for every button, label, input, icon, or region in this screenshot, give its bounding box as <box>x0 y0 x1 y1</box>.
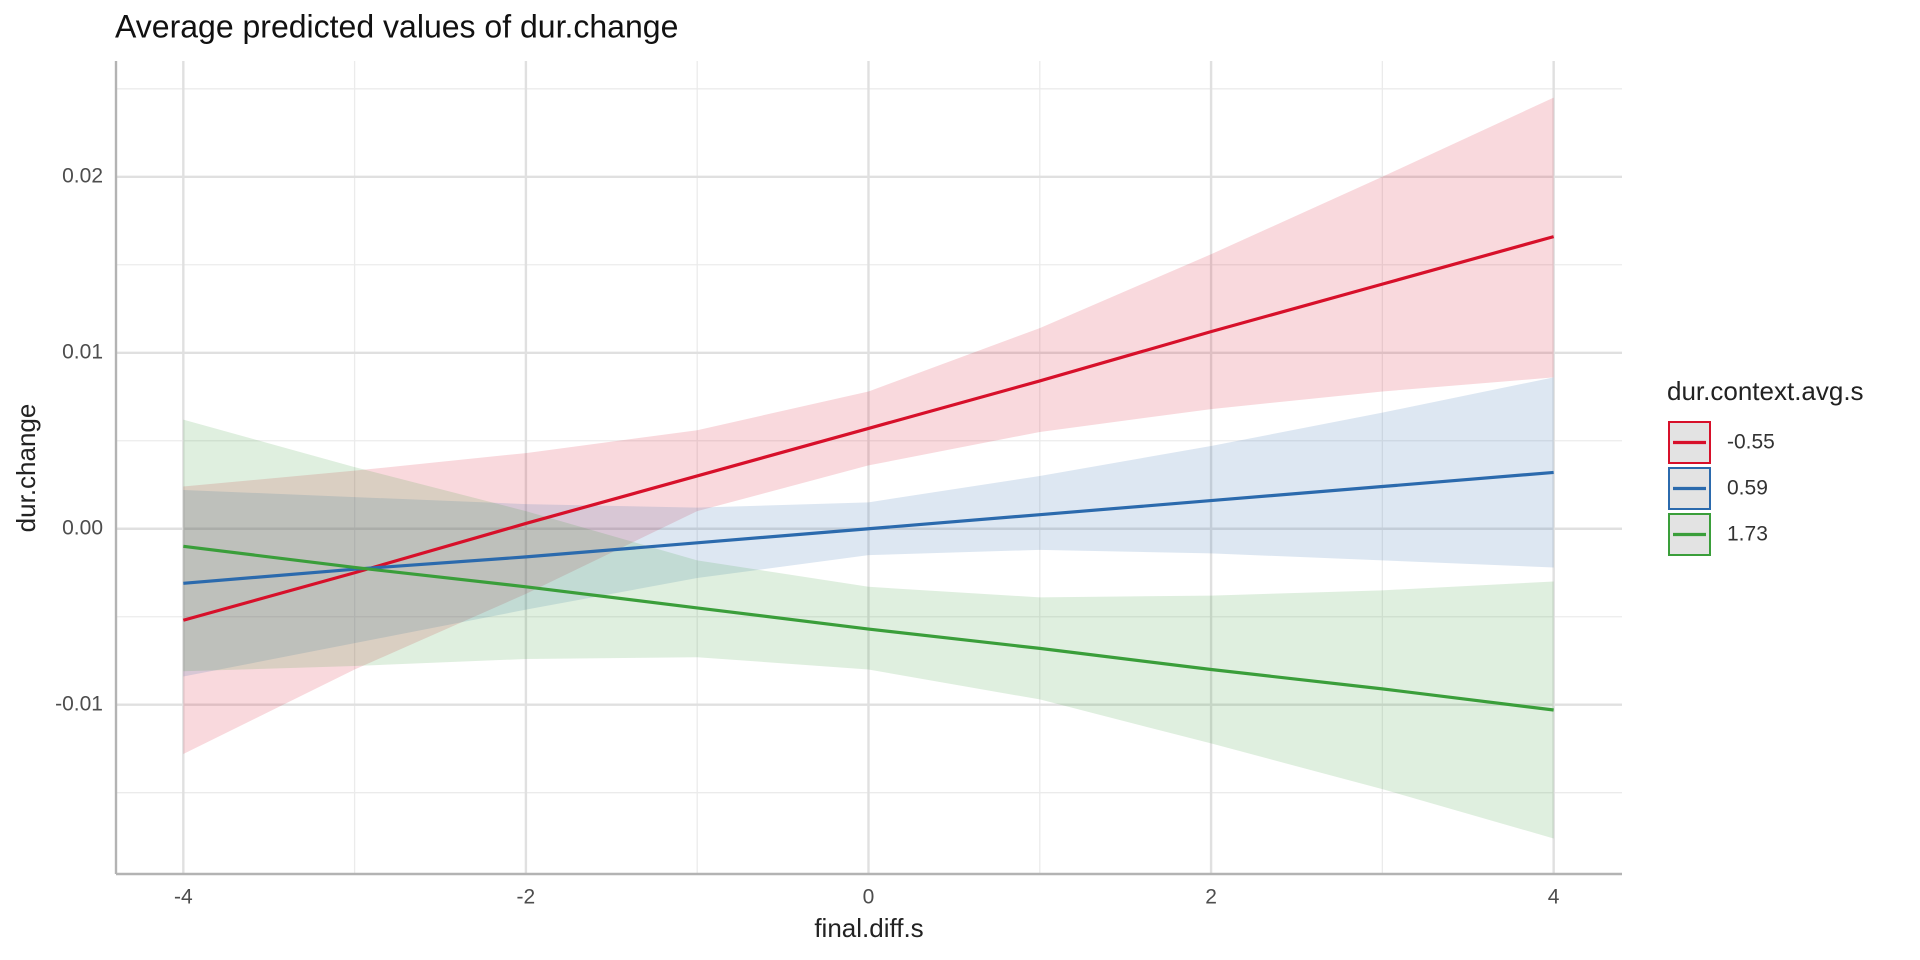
confidence-band <box>183 377 1554 677</box>
y-tick-label: -0.01 <box>55 692 103 715</box>
x-axis-label: final.diff.s <box>814 913 923 943</box>
x-tick-label: 4 <box>1548 886 1560 909</box>
line <box>182 235 1555 622</box>
legend-label: -0.55 <box>1727 431 1775 454</box>
legend-title: dur.context.avg.s <box>1667 376 1864 406</box>
x-tick-label: -4 <box>174 886 193 909</box>
line <box>183 544 1554 712</box>
chart-title: Average predicted values of dur.change <box>115 8 678 44</box>
legend-label: 1.73 <box>1727 523 1768 546</box>
y-tick-label: 0.01 <box>62 340 103 363</box>
x-tick-label: -2 <box>517 886 536 909</box>
y-tick-label: 0.00 <box>62 516 103 539</box>
confidence-band <box>183 97 1554 754</box>
line <box>183 470 1554 585</box>
y-axis-label: dur.change <box>11 404 41 533</box>
y-tick-label: 0.02 <box>62 164 103 187</box>
x-tick-label: 2 <box>1205 886 1217 909</box>
legend-label: 0.59 <box>1727 477 1768 500</box>
x-tick-label: 0 <box>863 886 875 909</box>
